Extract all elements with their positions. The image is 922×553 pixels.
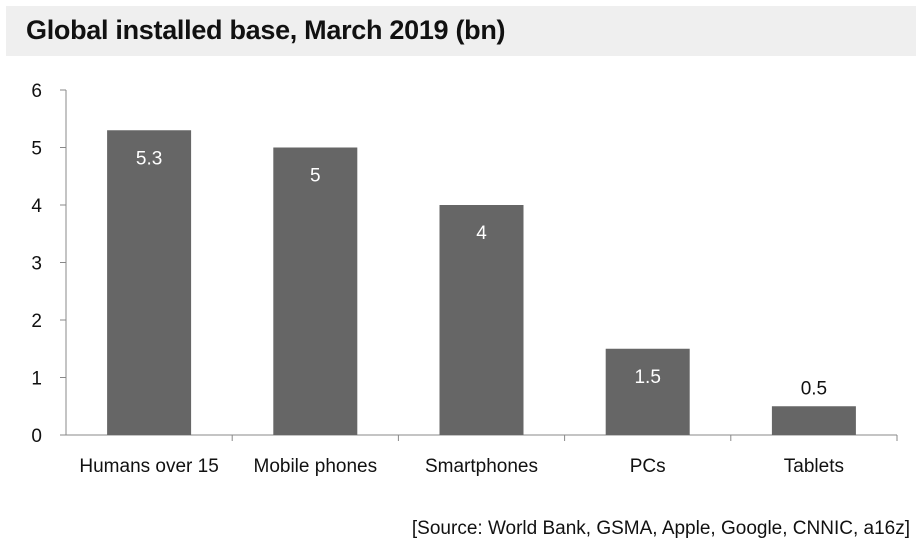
title-band: Global installed base, March 2019 (bn) <box>6 6 916 56</box>
bar <box>107 130 192 435</box>
y-tick-label: 2 <box>31 311 42 332</box>
x-tick-label: PCs <box>630 456 666 477</box>
y-tick-label: 6 <box>31 81 42 102</box>
y-tick-label: 5 <box>31 139 42 160</box>
y-tick-label: 4 <box>31 196 42 217</box>
bar <box>771 406 856 435</box>
y-tick-label: 0 <box>31 426 42 447</box>
x-tick-label: Mobile phones <box>254 456 378 477</box>
bar <box>273 147 358 435</box>
chart-title: Global installed base, March 2019 (bn) <box>26 15 506 45</box>
y-tick-label: 1 <box>31 369 42 390</box>
y-tick-label: 3 <box>31 254 42 275</box>
x-tick-label: Tablets <box>784 456 844 477</box>
source-note: [Source: World Bank, GSMA, Apple, Google… <box>411 518 910 539</box>
data-label: 4 <box>476 223 487 244</box>
bar <box>439 205 524 435</box>
data-label: 5 <box>310 166 321 187</box>
data-label: 1.5 <box>634 367 660 388</box>
data-label: 0.5 <box>801 378 827 399</box>
data-label: 5.3 <box>136 148 162 169</box>
x-tick-label: Smartphones <box>425 456 538 477</box>
x-tick-label: Humans over 15 <box>79 456 218 477</box>
bar <box>605 348 690 435</box>
